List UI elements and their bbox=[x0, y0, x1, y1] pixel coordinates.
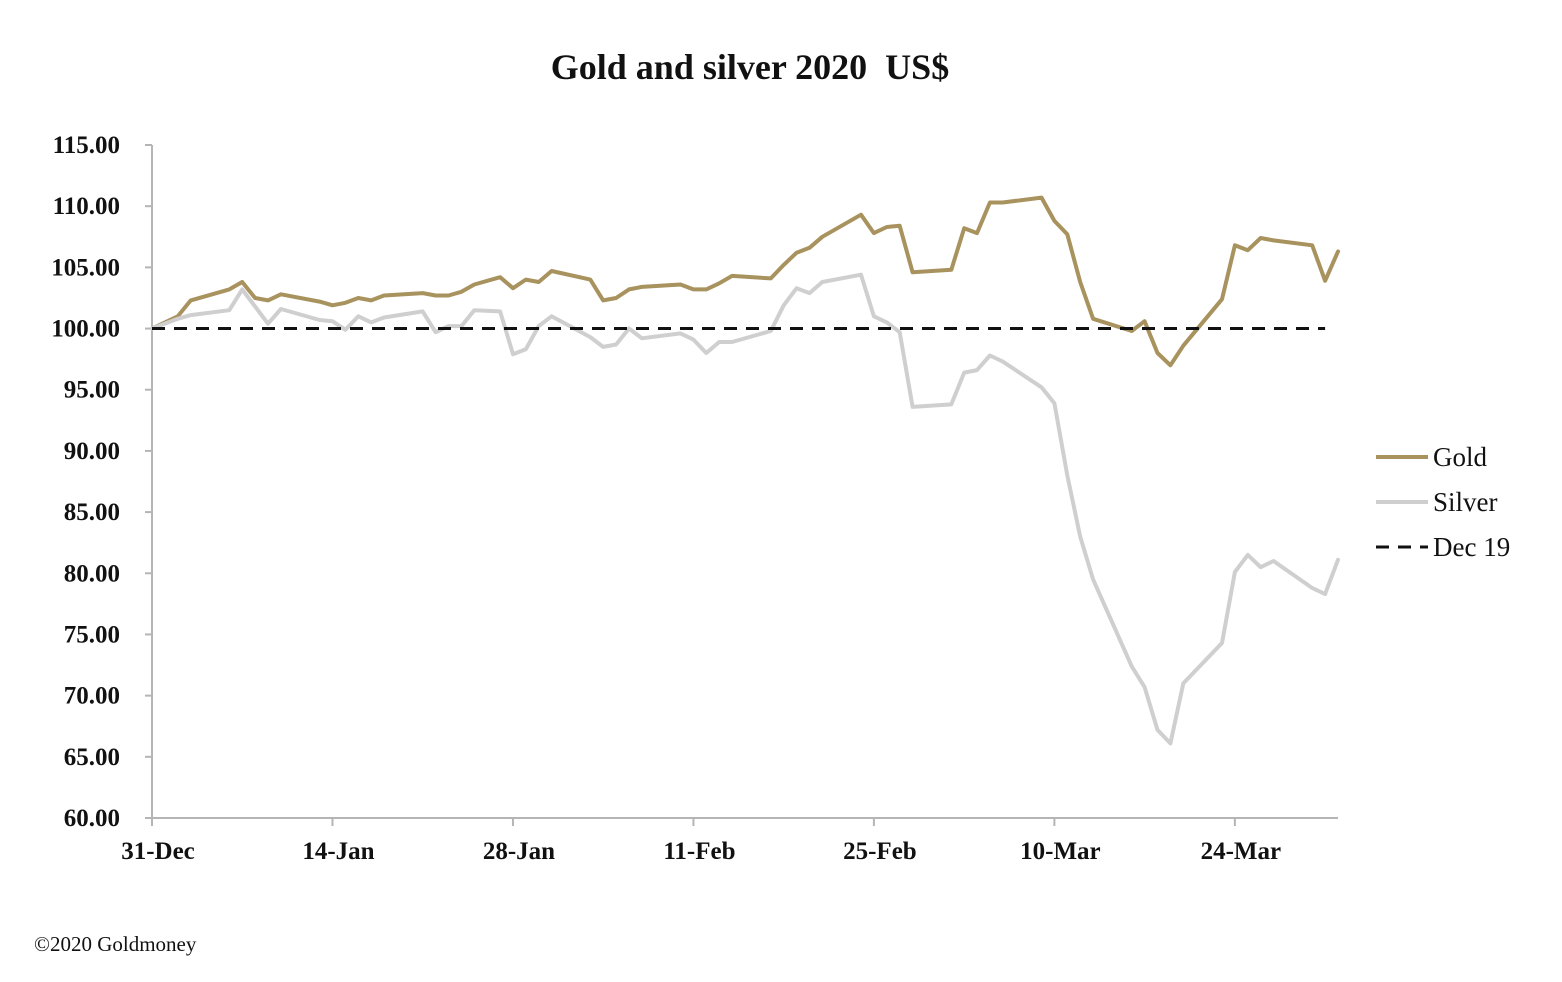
y-tick-label: 105.00 bbox=[51, 254, 120, 281]
y-tick-label: 90.00 bbox=[64, 438, 120, 465]
x-tick-label: 10-Mar bbox=[1020, 838, 1101, 865]
legend: Gold Silver Dec 19 bbox=[1376, 442, 1510, 562]
x-tick-label: 25-Feb bbox=[843, 838, 917, 865]
y-tick-label: 80.00 bbox=[64, 560, 120, 587]
legend-label-silver: Silver bbox=[1433, 487, 1498, 517]
x-tick-label: 14-Jan bbox=[302, 838, 374, 865]
series-lines bbox=[150, 195, 1340, 746]
chart-title: Gold and silver 2020 US$ bbox=[551, 47, 949, 87]
y-tick-label: 70.00 bbox=[64, 683, 120, 710]
y-tick-label: 65.00 bbox=[64, 744, 120, 771]
x-tick-label: 24-Mar bbox=[1201, 838, 1282, 865]
copyright-text: ©2020 Goldmoney bbox=[34, 932, 197, 956]
x-tick-label: 28-Jan bbox=[483, 838, 555, 865]
legend-label-gold: Gold bbox=[1433, 442, 1488, 472]
y-tick-label: 85.00 bbox=[64, 499, 120, 526]
line-chart: Gold and silver 2020 US$ 60.00 65.00 70.00… bbox=[51, 47, 1510, 865]
x-tick-label: 31-Dec bbox=[121, 838, 195, 865]
y-tick-label: 110.00 bbox=[53, 193, 120, 220]
y-tick-label: 60.00 bbox=[64, 805, 120, 832]
y-tick-label: 75.00 bbox=[64, 621, 120, 648]
x-tick-label: 11-Feb bbox=[663, 838, 735, 865]
y-tick-label: 95.00 bbox=[64, 377, 120, 404]
axes: 60.00 65.00 70.00 75.00 80.00 85.00 90.00 95.00… bbox=[51, 132, 1338, 865]
legend-label-dec-19: Dec 19 bbox=[1433, 532, 1510, 562]
series-line-gold bbox=[150, 195, 1340, 368]
y-tick-label: 100.00 bbox=[51, 316, 120, 343]
y-tick-label: 115.00 bbox=[53, 132, 120, 159]
series-line-silver bbox=[150, 272, 1340, 746]
